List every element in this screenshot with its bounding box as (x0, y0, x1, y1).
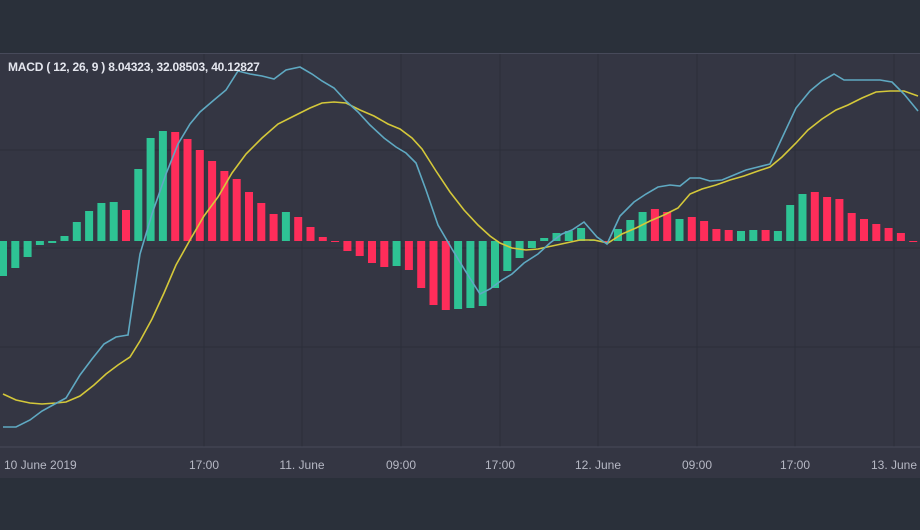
histogram-bar (183, 139, 192, 241)
histogram-bar (245, 192, 253, 241)
x-axis-label: 10 June 2019 (4, 458, 77, 472)
histogram-bar (724, 230, 733, 241)
histogram-bar (343, 241, 352, 251)
histogram-bar (884, 228, 893, 241)
histogram-bar (355, 241, 364, 256)
histogram-bar (429, 241, 438, 305)
histogram-bar (331, 241, 340, 242)
histogram-bar (737, 231, 745, 241)
histogram-bar (232, 179, 241, 241)
histogram-bar (601, 241, 610, 242)
histogram-bar (527, 241, 536, 248)
histogram-bar (85, 211, 94, 241)
histogram-bar (823, 197, 832, 241)
histogram-bar (318, 237, 327, 241)
histogram-bar (417, 241, 426, 288)
histogram-bar (847, 213, 856, 241)
x-axis-label: 11. June (279, 458, 325, 472)
x-axis-label: 12. June (574, 458, 622, 472)
histogram-bar (503, 241, 512, 271)
macd-line (3, 66, 919, 428)
histogram-bar (195, 150, 204, 241)
histogram-bar (638, 212, 647, 241)
histogram-bar (134, 169, 143, 241)
histogram-bar (158, 131, 167, 241)
histogram-bar (454, 241, 463, 309)
histogram-bar (650, 209, 659, 241)
histogram-bar (48, 241, 57, 243)
x-axis-label: 13. June (870, 458, 918, 472)
histogram-bar (122, 210, 130, 241)
x-axis-label: 09:00 (385, 458, 417, 472)
signal-line (2, 90, 919, 405)
macd-chart-plot[interactable] (0, 54, 920, 478)
histogram-bar (60, 236, 69, 241)
histogram-bar (72, 222, 81, 241)
histogram-bar (564, 231, 573, 241)
histogram-bar (171, 132, 180, 241)
histogram-bar (663, 212, 672, 241)
x-axis-label: 17:00 (484, 458, 516, 472)
histogram-bar (909, 241, 918, 242)
histogram-bar (552, 233, 561, 241)
histogram-bar (761, 230, 770, 241)
histogram-bar (675, 219, 684, 241)
macd-chart-panel[interactable]: MACD ( 12, 26, 9 ) 8.04323, 32.08503, 40… (0, 53, 920, 478)
histogram-bar (294, 217, 303, 241)
histogram-bar (577, 228, 586, 241)
histogram-bar (306, 227, 315, 241)
histogram-bar (35, 241, 44, 245)
histogram-bar (0, 241, 7, 276)
histogram-bar (404, 241, 413, 270)
histogram-bar (700, 221, 709, 241)
histogram-bar (146, 138, 155, 241)
indicator-legend: MACD ( 12, 26, 9 ) 8.04323, 32.08503, 40… (8, 60, 260, 74)
histogram-bar (380, 241, 389, 267)
histogram-bar (786, 205, 795, 241)
histogram-bar (798, 194, 807, 241)
histogram-bar (11, 241, 20, 268)
histogram-bar (257, 203, 266, 241)
histogram-bar (872, 224, 881, 241)
histogram-bar (810, 192, 819, 241)
histogram-bar (749, 230, 758, 241)
histogram-bar (220, 171, 229, 241)
histogram-bar (466, 241, 475, 308)
histogram-bar (478, 241, 487, 306)
histogram-bar (23, 241, 32, 257)
x-axis-label: 17:00 (188, 458, 220, 472)
histogram-bar (687, 217, 696, 241)
histogram-bar (281, 212, 290, 241)
histogram-bar (109, 202, 118, 241)
histogram-bar (614, 229, 622, 241)
histogram-bar (97, 203, 106, 241)
histogram-bar (392, 241, 401, 266)
histogram-bars (0, 131, 918, 310)
histogram-bar (860, 219, 868, 241)
histogram-bar (441, 241, 450, 310)
x-axis-label: 17:00 (779, 458, 811, 472)
histogram-bar (712, 229, 721, 241)
histogram-bar (269, 214, 278, 241)
histogram-bar (491, 241, 499, 288)
histogram-bar (540, 238, 549, 241)
histogram-bar (208, 161, 217, 241)
histogram-bar (835, 199, 844, 241)
histogram-bar (773, 231, 782, 241)
histogram-bar (896, 233, 905, 241)
x-axis-label: 09:00 (681, 458, 713, 472)
histogram-bar (368, 241, 376, 263)
grid-lines (0, 54, 920, 447)
